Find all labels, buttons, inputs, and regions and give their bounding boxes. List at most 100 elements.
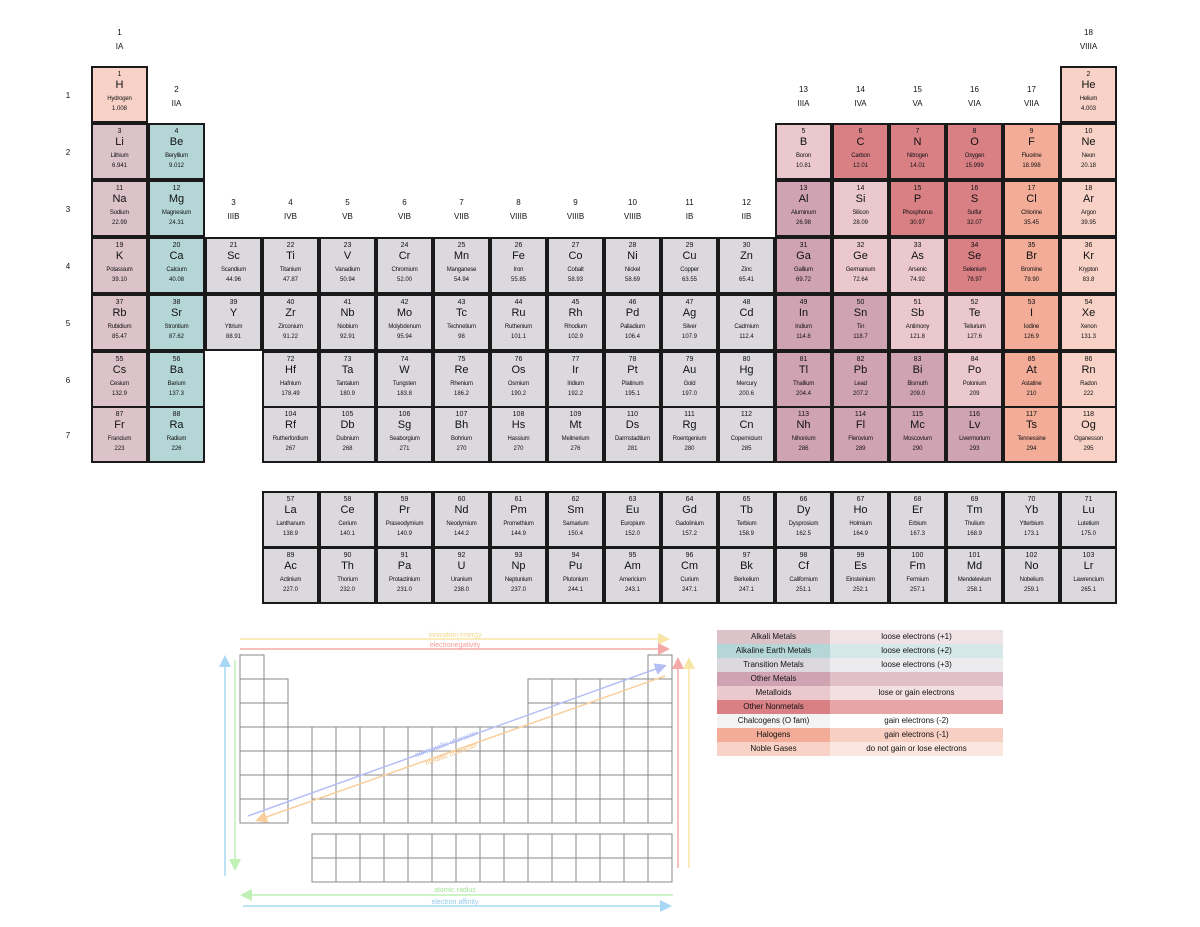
- element-cell-br[interactable]: 35 Br Bromine 79.90: [1003, 237, 1060, 294]
- element-cell-nd[interactable]: 60 Nd Neodymium 144.2: [433, 491, 490, 548]
- element-cell-pb[interactable]: 82 Pb Lead 207.2: [832, 351, 889, 408]
- element-cell-dy[interactable]: 66 Dy Dysprosium 162.5: [775, 491, 832, 548]
- element-cell-gd[interactable]: 64 Gd Gadolinium 157.2: [661, 491, 718, 548]
- element-cell-lv[interactable]: 116 Lv Livermorium 293: [946, 406, 1003, 463]
- element-cell-pu[interactable]: 94 Pu Plutonium 244.1: [547, 547, 604, 604]
- element-cell-pm[interactable]: 61 Pm Promethium 144.9: [490, 491, 547, 548]
- element-cell-cl[interactable]: 17 Cl Chlorine 35.45: [1003, 180, 1060, 237]
- element-cell-ac[interactable]: 89 Ac Actinium 227.0: [262, 547, 319, 604]
- element-cell-ds[interactable]: 110 Ds Darmstadtium 281: [604, 406, 661, 463]
- element-cell-ts[interactable]: 117 Ts Tennessine 294: [1003, 406, 1060, 463]
- element-cell-tb[interactable]: 65 Tb Terbium 158.9: [718, 491, 775, 548]
- element-cell-og[interactable]: 118 Og Oganesson 295: [1060, 406, 1117, 463]
- element-cell-y[interactable]: 39 Y Yttrium 88.91: [205, 294, 262, 351]
- element-cell-cd[interactable]: 48 Cd Cadmium 112.4: [718, 294, 775, 351]
- element-cell-zr[interactable]: 40 Zr Zirconium 91.22: [262, 294, 319, 351]
- element-cell-h[interactable]: 1 H Hydrogen 1.008: [91, 66, 148, 123]
- element-cell-sr[interactable]: 38 Sr Strontium 87.62: [148, 294, 205, 351]
- element-cell-ho[interactable]: 67 Ho Holmium 164.9: [832, 491, 889, 548]
- element-cell-tl[interactable]: 81 Tl Thallium 204.4: [775, 351, 832, 408]
- element-cell-re[interactable]: 75 Re Rhenium 186.2: [433, 351, 490, 408]
- element-cell-zn[interactable]: 30 Zn Zinc 65.41: [718, 237, 775, 294]
- element-cell-be[interactable]: 4 Be Beryllium 9.012: [148, 123, 205, 180]
- element-cell-ti[interactable]: 22 Ti Titanium 47.87: [262, 237, 319, 294]
- element-cell-ge[interactable]: 32 Ge Germanium 72.64: [832, 237, 889, 294]
- element-cell-mg[interactable]: 12 Mg Magnesium 24.31: [148, 180, 205, 237]
- element-cell-mn[interactable]: 25 Mn Manganese 54.94: [433, 237, 490, 294]
- element-cell-es[interactable]: 99 Es Einsteinium 252.1: [832, 547, 889, 604]
- element-cell-sc[interactable]: 21 Sc Scandium 44.96: [205, 237, 262, 294]
- element-cell-ta[interactable]: 73 Ta Tantalum 180.9: [319, 351, 376, 408]
- element-cell-os[interactable]: 76 Os Osmium 190.2: [490, 351, 547, 408]
- element-cell-v[interactable]: 23 V Vanadium 50.94: [319, 237, 376, 294]
- element-cell-al[interactable]: 13 Al Aluminum 26.98: [775, 180, 832, 237]
- element-cell-tc[interactable]: 43 Tc Technetium 98: [433, 294, 490, 351]
- element-cell-in[interactable]: 49 In Indium 114.8: [775, 294, 832, 351]
- element-cell-te[interactable]: 52 Te Tellurium 127.6: [946, 294, 1003, 351]
- element-cell-c[interactable]: 6 C Carbon 12.01: [832, 123, 889, 180]
- element-cell-bh[interactable]: 107 Bh Bohrium 270: [433, 406, 490, 463]
- element-cell-li[interactable]: 3 Li Lithium 6.941: [91, 123, 148, 180]
- element-cell-cs[interactable]: 55 Cs Cesium 132.9: [91, 351, 148, 408]
- element-cell-th[interactable]: 90 Th Thorium 232.0: [319, 547, 376, 604]
- element-cell-rg[interactable]: 111 Rg Roentgenium 280: [661, 406, 718, 463]
- element-cell-bk[interactable]: 97 Bk Berkelium 247.1: [718, 547, 775, 604]
- element-cell-pa[interactable]: 91 Pa Protactinium 231.0: [376, 547, 433, 604]
- element-cell-au[interactable]: 79 Au Gold 197.0: [661, 351, 718, 408]
- element-cell-ru[interactable]: 44 Ru Ruthenium 101.1: [490, 294, 547, 351]
- element-cell-fr[interactable]: 87 Fr Francium 223: [91, 406, 148, 463]
- element-cell-cu[interactable]: 29 Cu Copper 63.55: [661, 237, 718, 294]
- element-cell-rf[interactable]: 104 Rf Rutherfordium 267: [262, 406, 319, 463]
- element-cell-no[interactable]: 102 No Nobelium 259.1: [1003, 547, 1060, 604]
- element-cell-pd[interactable]: 46 Pd Palladium 106.4: [604, 294, 661, 351]
- element-cell-s[interactable]: 16 S Sulfur 32.07: [946, 180, 1003, 237]
- element-cell-rb[interactable]: 37 Rb Rubidium 85.47: [91, 294, 148, 351]
- element-cell-se[interactable]: 34 Se Selenium 78.97: [946, 237, 1003, 294]
- element-cell-ag[interactable]: 47 Ag Silver 107.9: [661, 294, 718, 351]
- element-cell-tm[interactable]: 69 Tm Thulium 168.9: [946, 491, 1003, 548]
- element-cell-fl[interactable]: 114 Fl Flerovium 289: [832, 406, 889, 463]
- element-cell-si[interactable]: 14 Si Silicon 28.09: [832, 180, 889, 237]
- element-cell-ba[interactable]: 56 Ba Barium 137.3: [148, 351, 205, 408]
- element-cell-ga[interactable]: 31 Ga Gallium 69.72: [775, 237, 832, 294]
- element-cell-p[interactable]: 15 P Phosphorus 30.97: [889, 180, 946, 237]
- element-cell-rn[interactable]: 86 Rn Radon 222: [1060, 351, 1117, 408]
- element-cell-u[interactable]: 92 U Uranium 238.0: [433, 547, 490, 604]
- element-cell-cm[interactable]: 96 Cm Curium 247.1: [661, 547, 718, 604]
- element-cell-i[interactable]: 53 I Iodine 126.9: [1003, 294, 1060, 351]
- element-cell-ra[interactable]: 88 Ra Radium 226: [148, 406, 205, 463]
- element-cell-kr[interactable]: 36 Kr Krypton 83.8: [1060, 237, 1117, 294]
- element-cell-cf[interactable]: 98 Cf Californium 251.1: [775, 547, 832, 604]
- element-cell-mt[interactable]: 109 Mt Meitnerium 276: [547, 406, 604, 463]
- element-cell-lu[interactable]: 71 Lu Lutetium 175.0: [1060, 491, 1117, 548]
- element-cell-eu[interactable]: 63 Eu Europium 152.0: [604, 491, 661, 548]
- element-cell-hf[interactable]: 72 Hf Hafnium 178.49: [262, 351, 319, 408]
- element-cell-rh[interactable]: 45 Rh Rhodium 102.9: [547, 294, 604, 351]
- element-cell-nh[interactable]: 113 Nh Nihonium 286: [775, 406, 832, 463]
- element-cell-mc[interactable]: 115 Mc Moscovium 290: [889, 406, 946, 463]
- element-cell-at[interactable]: 85 At Astatine 210: [1003, 351, 1060, 408]
- element-cell-b[interactable]: 5 B Boron 10.81: [775, 123, 832, 180]
- element-cell-db[interactable]: 105 Db Dubnium 268: [319, 406, 376, 463]
- element-cell-po[interactable]: 84 Po Polonium 209: [946, 351, 1003, 408]
- element-cell-sg[interactable]: 106 Sg Seaborgium 271: [376, 406, 433, 463]
- element-cell-xe[interactable]: 54 Xe Xenon 131.3: [1060, 294, 1117, 351]
- element-cell-as[interactable]: 33 As Arsenic 74.92: [889, 237, 946, 294]
- element-cell-hs[interactable]: 108 Hs Hassium 270: [490, 406, 547, 463]
- element-cell-lr[interactable]: 103 Lr Lawrencium 265.1: [1060, 547, 1117, 604]
- element-cell-am[interactable]: 95 Am Americium 243.1: [604, 547, 661, 604]
- element-cell-fe[interactable]: 26 Fe Iron 55.85: [490, 237, 547, 294]
- element-cell-mo[interactable]: 42 Mo Molybdenum 95.94: [376, 294, 433, 351]
- element-cell-cr[interactable]: 24 Cr Chromium 52.00: [376, 237, 433, 294]
- element-cell-o[interactable]: 8 O Oxygen 15.999: [946, 123, 1003, 180]
- element-cell-bi[interactable]: 83 Bi Bismuth 209.0: [889, 351, 946, 408]
- element-cell-f[interactable]: 9 F Fluorine 18.998: [1003, 123, 1060, 180]
- element-cell-yb[interactable]: 70 Yb Ytterbium 173.1: [1003, 491, 1060, 548]
- element-cell-sm[interactable]: 62 Sm Samarium 150.4: [547, 491, 604, 548]
- element-cell-n[interactable]: 7 N Nitrogen 14.01: [889, 123, 946, 180]
- element-cell-k[interactable]: 19 K Potassium 39.10: [91, 237, 148, 294]
- element-cell-cn[interactable]: 112 Cn Copernicium 285: [718, 406, 775, 463]
- element-cell-ce[interactable]: 58 Ce Cerium 140.1: [319, 491, 376, 548]
- element-cell-ir[interactable]: 77 Ir Iridium 192.2: [547, 351, 604, 408]
- element-cell-er[interactable]: 68 Er Erbium 167.3: [889, 491, 946, 548]
